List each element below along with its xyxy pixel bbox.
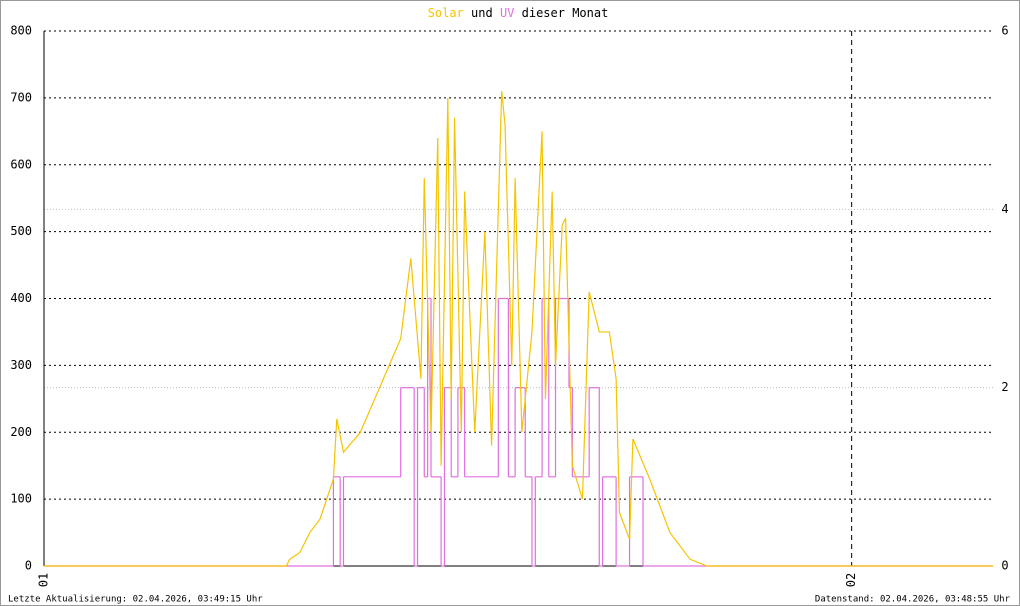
x-tick-label: 02 <box>844 573 858 587</box>
y-tick-label: 100 <box>10 492 32 506</box>
title-part: und <box>471 6 493 20</box>
y-tick-label: 300 <box>10 358 32 372</box>
title-part: dieser Monat <box>522 6 609 20</box>
footer-left: Letzte Aktualisierung: 02.04.2026, 03:49… <box>8 595 263 605</box>
solar-line <box>44 91 993 567</box>
x-tick-label: 01 <box>37 573 51 587</box>
chart-title: Solar und UV dieser Monat <box>428 6 609 20</box>
y-tick-label: 600 <box>10 157 32 171</box>
y-tick-label: 500 <box>10 224 32 238</box>
title-part: UV <box>500 6 514 20</box>
y-tick-label: 200 <box>10 425 32 439</box>
y-tick-label: 800 <box>10 24 32 38</box>
title-part: Solar <box>428 6 464 20</box>
y2-tick-label: 6 <box>1001 24 1008 38</box>
y-tick-label: 0 <box>25 559 32 573</box>
y-tick-label: 400 <box>10 291 32 305</box>
y2-tick-label: 2 <box>1001 380 1008 394</box>
footer-right: Datenstand: 02.04.2026, 03:48:55 Uhr <box>815 595 1011 605</box>
y2-tick-label: 0 <box>1001 559 1008 573</box>
y-tick-label: 700 <box>10 90 32 104</box>
y2-tick-label: 4 <box>1001 202 1008 216</box>
